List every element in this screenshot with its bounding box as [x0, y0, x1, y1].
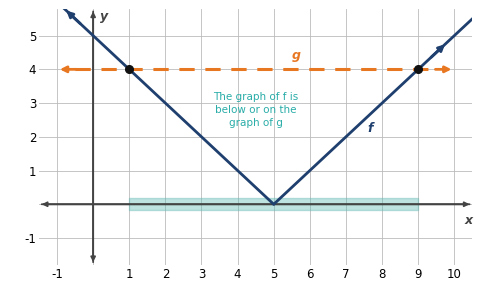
Text: y: y [100, 10, 108, 23]
Text: The graph of f is
below or on the
graph of g: The graph of f is below or on the graph … [213, 92, 299, 128]
Text: g: g [292, 49, 301, 62]
Text: x: x [465, 214, 473, 227]
Text: f: f [368, 122, 373, 135]
